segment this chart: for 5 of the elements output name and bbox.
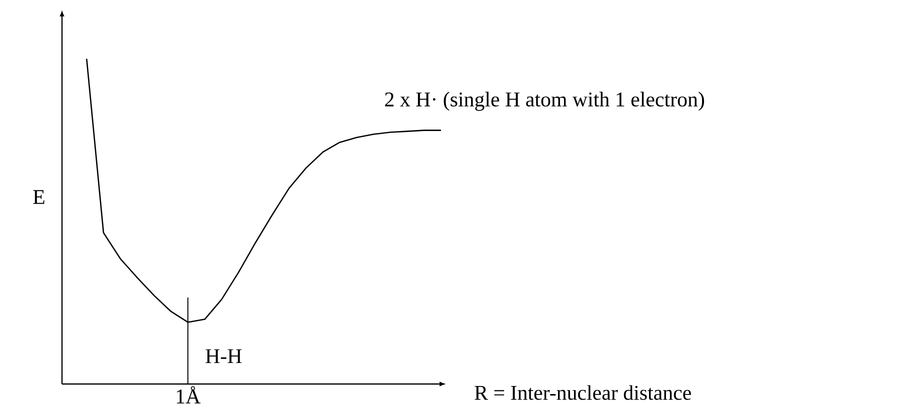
x-axis-title: R = Inter-nuclear distance xyxy=(474,385,691,400)
text: 1Å xyxy=(176,386,200,404)
y-axis-title: E xyxy=(33,190,44,204)
annotation: 2 x H· (single H atom with 1 electron) xyxy=(385,92,704,111)
annotation: H-H xyxy=(206,349,242,364)
